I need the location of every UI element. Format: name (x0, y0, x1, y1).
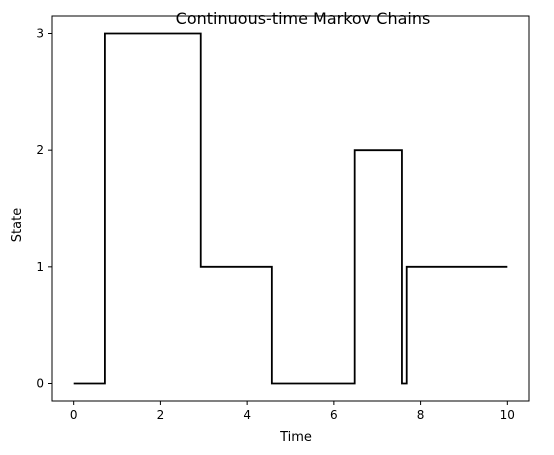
x-tick-label: 8 (417, 408, 425, 422)
y-tick-label: 3 (36, 27, 44, 41)
y-axis: 0 1 2 3 (36, 27, 52, 391)
x-tick-label: 6 (330, 408, 338, 422)
x-axis: 0 2 4 6 8 10 (70, 401, 515, 422)
chart-title: Continuous-time Markov Chains (176, 9, 431, 28)
axes-frame (51, 15, 530, 402)
x-tick-label: 4 (243, 408, 251, 422)
y-axis-label: State (10, 208, 25, 242)
x-tick-label: 2 (157, 408, 165, 422)
y-tick-label: 2 (36, 143, 44, 157)
y-tick-label: 1 (36, 260, 44, 274)
series-line-0 (73, 32, 508, 385)
x-axis-label: Time (279, 430, 312, 445)
y-tick-label: 0 (36, 377, 44, 391)
x-tick-label: 10 (500, 408, 515, 422)
x-tick-label: 0 (70, 408, 78, 422)
plot-area (73, 32, 508, 385)
